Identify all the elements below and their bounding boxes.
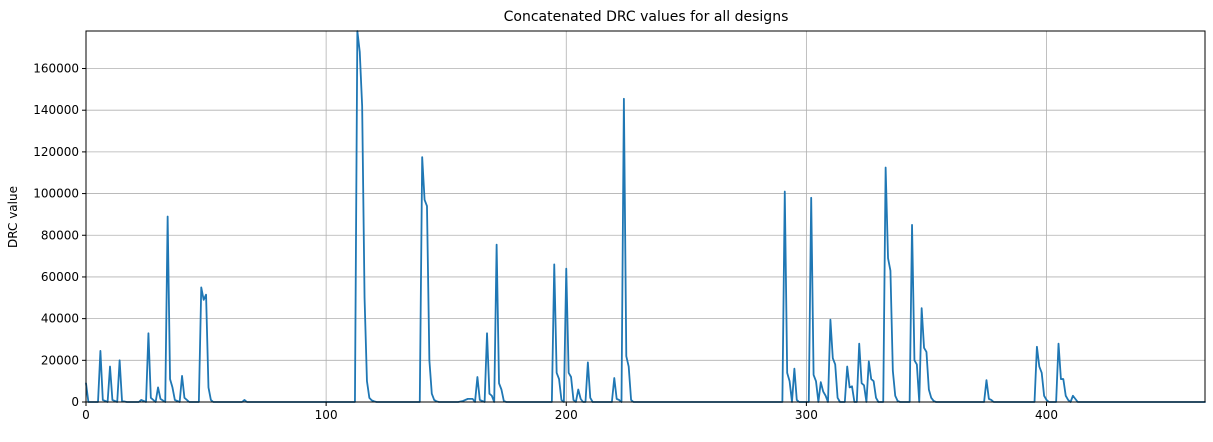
y-tick-label: 20000 — [41, 353, 79, 367]
y-tick-label: 0 — [71, 395, 79, 409]
y-tick-label: 100000 — [33, 187, 79, 201]
series-layer — [85, 30, 1206, 403]
series-line-0 — [85, 30, 1206, 403]
x-tick-label: 100 — [315, 408, 338, 422]
x-tick-label: 0 — [82, 408, 90, 422]
y-tick-label: 140000 — [33, 103, 79, 117]
x-tick-label: 300 — [795, 408, 818, 422]
x-axis: 0 100 200 300 400 — [82, 402, 1058, 422]
plot-frame — [85, 30, 1206, 403]
y-axis-label: DRC value — [6, 186, 20, 248]
y-tick-label: 120000 — [33, 145, 79, 159]
chart-title: Concatenated DRC values for all designs — [504, 9, 789, 25]
y-tick-label: 40000 — [41, 312, 79, 326]
y-axis: 0 20000 40000 60000 80000 100000 120000 140000 1… — [33, 62, 86, 409]
grid-lines — [85, 31, 1205, 403]
x-tick-label: 400 — [1035, 408, 1058, 422]
y-tick-label: 80000 — [41, 228, 79, 242]
x-tick-label: 200 — [555, 408, 578, 422]
y-tick-label: 60000 — [41, 270, 79, 284]
y-tick-label: 160000 — [33, 62, 79, 76]
